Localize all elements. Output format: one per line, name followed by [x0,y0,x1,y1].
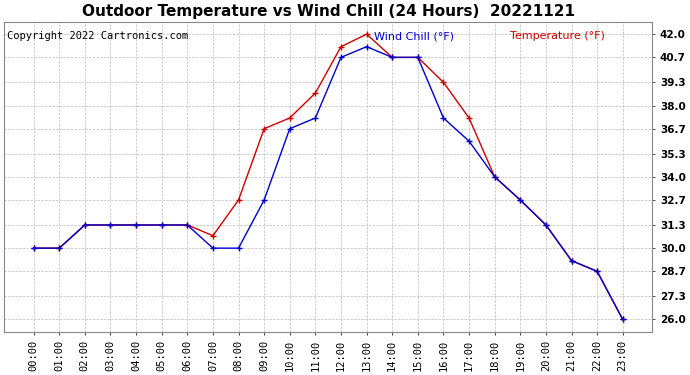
Title: Outdoor Temperature vs Wind Chill (24 Hours)  20221121: Outdoor Temperature vs Wind Chill (24 Ho… [81,4,575,19]
Text: Copyright 2022 Cartronics.com: Copyright 2022 Cartronics.com [8,31,188,41]
Text: Wind Chill (°F): Wind Chill (°F) [373,31,453,41]
Text: Temperature (°F): Temperature (°F) [510,31,604,41]
